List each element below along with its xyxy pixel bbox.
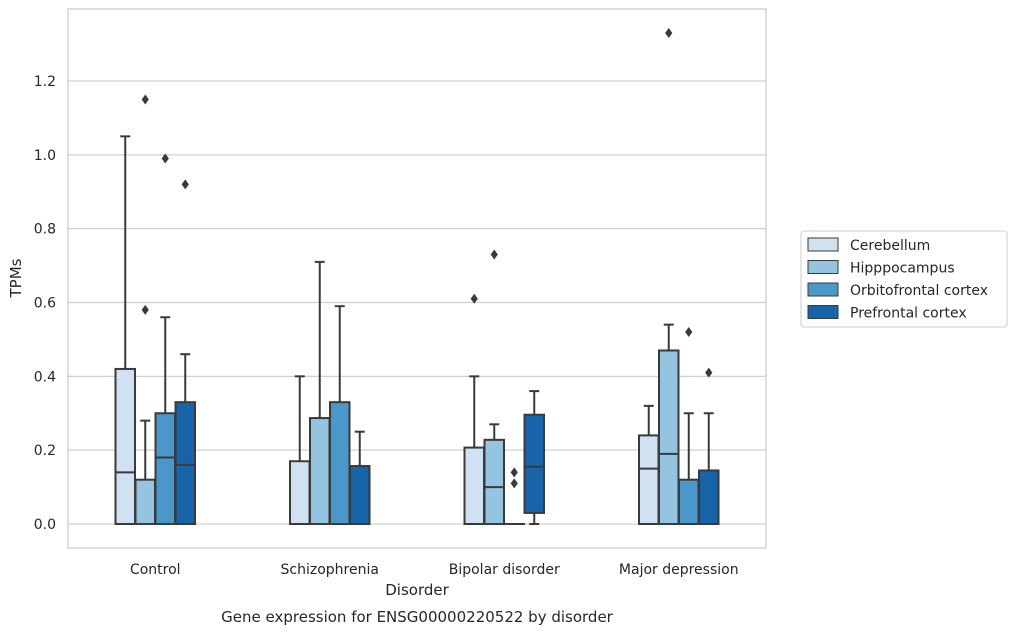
box-3-2: [523, 390, 545, 526]
legend-swatch: [807, 305, 839, 319]
box-rect: [698, 469, 720, 526]
box-2-1: [329, 305, 351, 526]
box-rect: [483, 438, 505, 526]
box-1-1: [309, 260, 331, 526]
x-axis-title: Disorder: [385, 581, 449, 599]
outlier-point: [510, 478, 518, 489]
legend-label: Orbitofrontal cortex: [850, 283, 988, 299]
legend-label: Hipppocampus: [850, 261, 955, 277]
box-rect: [289, 460, 311, 526]
box-3-3: [698, 412, 720, 526]
y-tick-label: 0.6: [34, 295, 56, 311]
box-rect: [309, 417, 331, 526]
legend-label: Prefrontal cortex: [850, 306, 967, 322]
box-1-2: [483, 423, 505, 526]
outlier-point: [705, 367, 713, 378]
box-rect: [329, 401, 351, 526]
box-2-3: [678, 412, 700, 526]
box-1-3: [658, 323, 680, 526]
box-rect: [349, 465, 371, 526]
outlier-point: [685, 327, 693, 338]
y-tick-label: 0.2: [34, 443, 56, 459]
x-tick-label: Control: [130, 562, 181, 578]
legend-label: Cerebellum: [850, 238, 930, 254]
x-tick-label: Major depression: [619, 562, 739, 578]
box-rect: [658, 349, 680, 526]
chart-title: Gene expression for ENSG00000220522 by d…: [221, 608, 614, 626]
outlier-point: [161, 153, 169, 164]
outlier-point: [490, 249, 498, 260]
box-rect: [638, 434, 660, 526]
box-0-2: [463, 375, 485, 526]
y-tick-label: 0.4: [34, 369, 56, 385]
legend-swatch: [807, 237, 839, 252]
box-0-1: [289, 375, 311, 526]
outlier-point: [470, 293, 478, 304]
outlier-point: [181, 179, 189, 190]
outlier-point: [141, 94, 149, 105]
box-3-0: [174, 353, 196, 526]
y-tick-label: 0.0: [34, 517, 56, 533]
box-1-0: [134, 419, 156, 526]
legend-frame: [800, 230, 1008, 328]
box-rect: [174, 401, 196, 526]
y-axis-title: TPMs: [7, 258, 25, 298]
x-tick-label: Bipolar disorder: [449, 562, 560, 578]
outlier-point: [510, 467, 518, 478]
y-tick-label: 1.0: [34, 148, 56, 164]
x-tick-labels: Control Schizophrenia Bipolar disorder Majo…: [130, 562, 739, 578]
outlier-points: [141, 27, 713, 489]
box-rect: [463, 446, 485, 526]
box-3-1: [349, 430, 371, 526]
y-tick-labels: 0.0 0.2 0.4 0.6 0.8 1.0 1.2: [34, 74, 56, 533]
box-0-3: [638, 404, 660, 526]
box-rect: [134, 478, 156, 526]
y-tick-label: 1.2: [34, 74, 56, 90]
y-tick-label: 0.8: [34, 222, 56, 238]
box-rect: [114, 367, 136, 526]
box-rect: [154, 412, 176, 526]
legend-swatch: [807, 282, 839, 297]
box-series: [114, 135, 720, 526]
box-rect: [523, 413, 545, 514]
outlier-point: [141, 304, 149, 315]
box-rect: [678, 478, 700, 526]
outlier-point: [665, 27, 673, 38]
legend: Cerebellum Hipppocampus Orbitofrontal cort…: [800, 230, 1008, 328]
box-2-0: [154, 316, 176, 526]
plot-frame: [67, 8, 767, 549]
legend-swatch: [807, 260, 839, 274]
box-0-0: [114, 135, 136, 526]
x-tick-label: Schizophrenia: [281, 562, 379, 578]
